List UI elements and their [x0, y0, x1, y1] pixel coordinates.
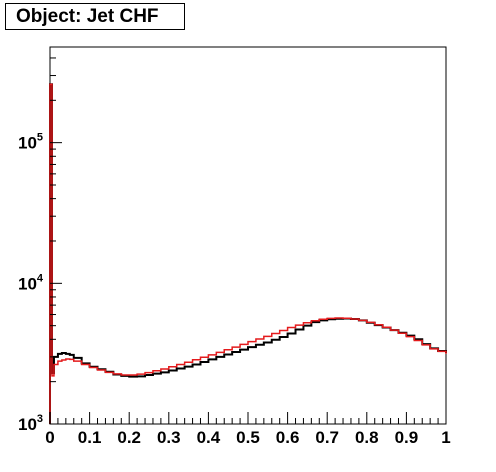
y-tick-label: 105	[18, 132, 43, 153]
chart-title: Object: Jet CHF	[5, 3, 185, 30]
plot-frame	[49, 46, 447, 425]
x-tick-label: 0.2	[117, 428, 141, 447]
x-tick-label: 0.3	[157, 428, 181, 447]
x-tick-label: 0.5	[236, 428, 260, 447]
x-tick-label: 0.1	[78, 428, 102, 447]
x-tick-label: 0	[45, 428, 54, 447]
x-tick-label: 1	[441, 428, 450, 447]
series-2-line	[49, 83, 447, 424]
x-tick-label: 0.4	[197, 428, 221, 447]
y-tick-label: 104	[18, 272, 44, 293]
x-tick-label: 0.8	[355, 428, 379, 447]
x-tick-label: 0.7	[315, 428, 339, 447]
y-tick-label: 103	[18, 413, 43, 434]
x-tick-label: 0.9	[395, 428, 419, 447]
x-tick-label: 0.6	[276, 428, 300, 447]
